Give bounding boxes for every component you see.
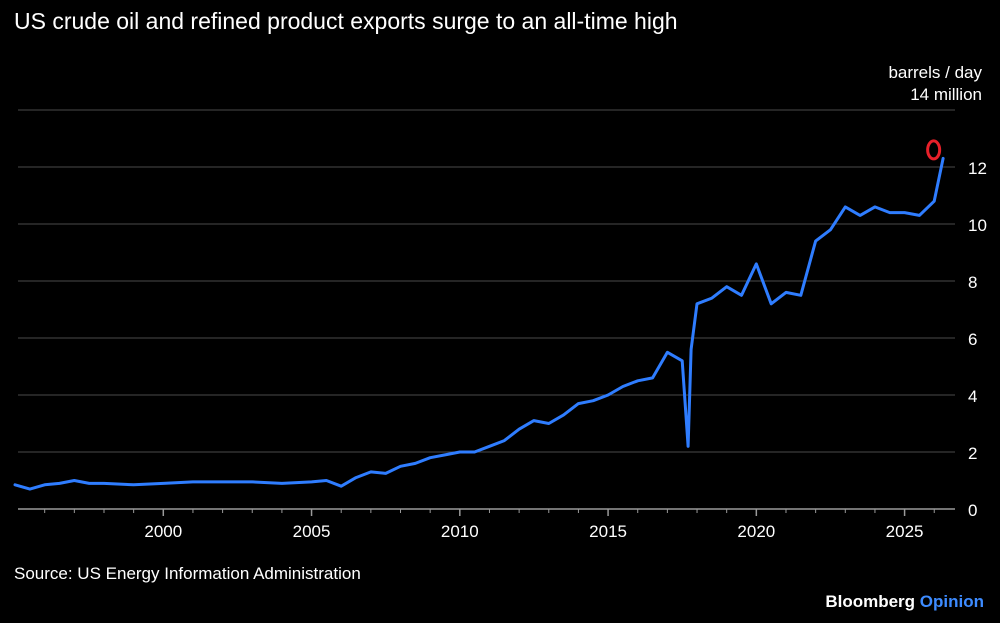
- top-axis-label: 14 million: [910, 85, 982, 104]
- x-tick-label: 2025: [886, 522, 924, 541]
- brand-secondary: Opinion: [919, 592, 984, 611]
- x-tick-label: 2010: [441, 522, 479, 541]
- y-tick-label: 2: [968, 444, 977, 463]
- y-tick-label: 4: [968, 387, 977, 406]
- x-tick-label: 2000: [144, 522, 182, 541]
- x-tick-label: 2005: [293, 522, 331, 541]
- x-tick-label: 2020: [737, 522, 775, 541]
- brand-primary: Bloomberg: [825, 592, 916, 611]
- brand-logo: Bloomberg Opinion: [825, 592, 984, 612]
- x-tick-label: 2015: [589, 522, 627, 541]
- unit-label-block: barrels / day 14 million: [888, 62, 982, 106]
- y-tick-label: 10: [968, 216, 987, 235]
- y-tick-label: 8: [968, 273, 977, 292]
- y-tick-label: 0: [968, 501, 977, 520]
- y-tick-label: 6: [968, 330, 977, 349]
- chart-title: US crude oil and refined product exports…: [14, 8, 678, 34]
- source-note: Source: US Energy Information Administra…: [14, 564, 361, 583]
- all-time-high-marker: [926, 139, 942, 161]
- y-tick-label: 12: [968, 159, 987, 178]
- series-line: [13, 156, 945, 491]
- unit-label: barrels / day: [888, 63, 982, 82]
